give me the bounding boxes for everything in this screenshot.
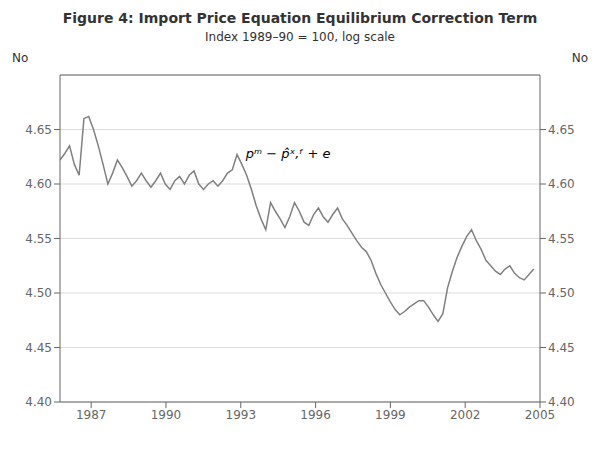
svg-text:1987: 1987 bbox=[76, 408, 107, 422]
svg-text:1996: 1996 bbox=[300, 408, 331, 422]
svg-text:pᵐ − p̂ˣ,ᶠ + e: pᵐ − p̂ˣ,ᶠ + e bbox=[245, 146, 331, 161]
svg-text:4.45: 4.45 bbox=[548, 341, 575, 355]
svg-text:2005: 2005 bbox=[525, 408, 556, 422]
svg-text:4.50: 4.50 bbox=[548, 286, 575, 300]
svg-text:1999: 1999 bbox=[375, 408, 406, 422]
svg-text:4.45: 4.45 bbox=[25, 341, 52, 355]
svg-text:1993: 1993 bbox=[226, 408, 257, 422]
html-text:Figure 4: Import Price Equatio: Figure 4: Import Price Equation Equilibr… bbox=[62, 10, 538, 26]
svg-text:4.40: 4.40 bbox=[548, 395, 575, 409]
svg-text:4.55: 4.55 bbox=[548, 232, 575, 246]
svg-text:1990: 1990 bbox=[151, 408, 182, 422]
svg-text:4.40: 4.40 bbox=[25, 395, 52, 409]
svg-text:4.60: 4.60 bbox=[548, 177, 575, 191]
html-text:No: No bbox=[12, 51, 29, 65]
html-text:No: No bbox=[571, 51, 588, 65]
svg-text:2002: 2002 bbox=[450, 408, 481, 422]
svg-text:4.65: 4.65 bbox=[25, 123, 52, 137]
svg-text:4.65: 4.65 bbox=[548, 123, 575, 137]
svg-text:4.50: 4.50 bbox=[25, 286, 52, 300]
svg-text:4.55: 4.55 bbox=[25, 232, 52, 246]
html-text:Index 1989–90 = 100, log scale: Index 1989–90 = 100, log scale bbox=[205, 30, 395, 44]
svg-text:4.60: 4.60 bbox=[25, 177, 52, 191]
